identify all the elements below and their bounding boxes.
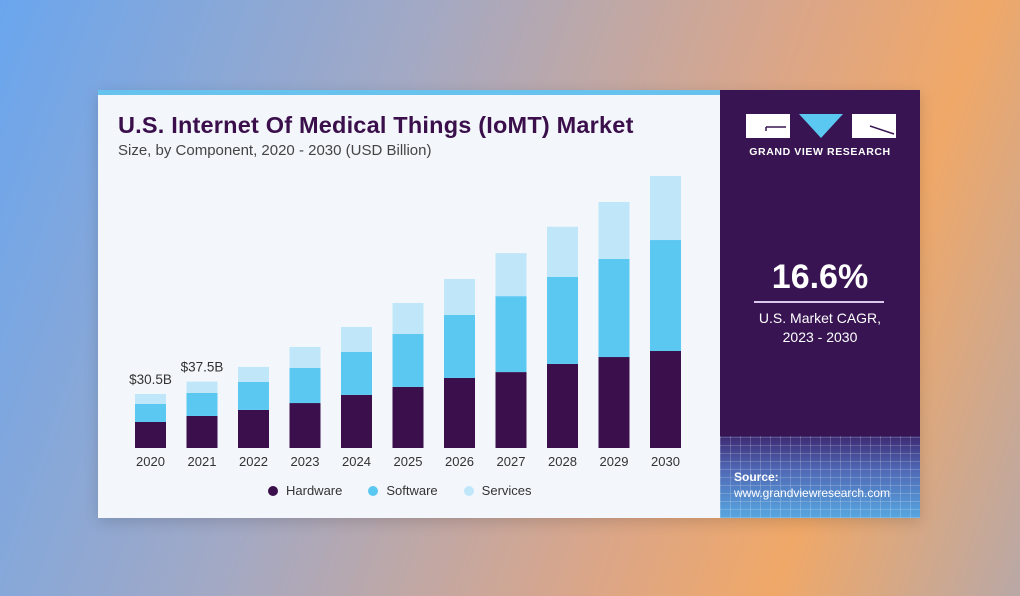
bar-software-2024 (341, 351, 372, 395)
bar-hardware-2027 (495, 372, 527, 448)
infographic-card: U.S. Internet Of Medical Things (IoMT) M… (98, 90, 920, 518)
x-tick-label: 2024 (342, 454, 371, 469)
x-tick-label: 2030 (651, 454, 680, 469)
data-label: $37.5B (181, 360, 224, 375)
legend: Hardware Software Services (268, 483, 532, 498)
bars-group (135, 175, 681, 448)
cagr-label-line2: 2023 - 2030 (782, 329, 858, 345)
bar-software-2026 (444, 314, 475, 378)
annotations: $30.5B $37.5B (129, 360, 223, 387)
bar-software-2025 (392, 334, 424, 387)
cagr-value: 16.6% (771, 258, 869, 296)
bar-software-2022 (238, 381, 269, 410)
bar-services-2023 (289, 346, 321, 368)
bar-software-2030 (650, 240, 681, 352)
source-band (720, 436, 920, 518)
bar-hardware-2021 (186, 415, 218, 448)
x-tick-label: 2020 (136, 454, 165, 469)
x-tick-label: 2022 (239, 454, 268, 469)
bar-hardware-2020 (135, 421, 166, 448)
data-label: $30.5B (129, 372, 172, 387)
legend-label: Services (481, 483, 532, 498)
chart-title: U.S. Internet Of Medical Things (IoMT) M… (118, 112, 634, 138)
bar-software-2029 (598, 258, 630, 358)
source-link[interactable]: www.grandviewresearch.com (734, 486, 891, 500)
x-tick-label: 2029 (600, 454, 629, 469)
services-dot-icon (463, 485, 474, 496)
bar-services-2029 (598, 201, 630, 259)
bar-services-2027 (495, 253, 527, 297)
cagr-label-line1: U.S. Market CAGR, (758, 310, 882, 326)
accent-bar (98, 90, 720, 95)
x-tick-label: 2028 (548, 454, 577, 469)
bar-chart: 2020 2021 2022 2023 2024 2025 2026 2027 2028 2029… (129, 175, 681, 469)
x-tick-label: 2023 (291, 454, 320, 469)
bar-hardware-2026 (444, 377, 475, 448)
bar-services-2021 (186, 381, 218, 393)
legend-software: Software (368, 483, 438, 498)
bar-hardware-2025 (392, 386, 424, 448)
bar-services-2024 (341, 326, 372, 352)
bar-hardware-2028 (547, 363, 578, 448)
bar-services-2025 (392, 303, 424, 335)
bar-hardware-2029 (598, 357, 630, 448)
bar-hardware-2023 (289, 403, 321, 448)
bar-services-2022 (238, 366, 269, 382)
legend-hardware: Hardware (268, 483, 342, 498)
x-tick-label: 2021 (188, 454, 217, 469)
bar-software-2023 (289, 368, 321, 404)
hardware-dot-icon (268, 485, 278, 496)
x-tick-label: 2027 (497, 454, 526, 469)
cagr-label: U.S. Market CAGR, 2023 - 2030 (720, 309, 920, 347)
source-label: Source: (734, 470, 779, 484)
bar-software-2020 (135, 403, 166, 422)
side-panel: GRAND VIEW RESEARCH 16.6% U.S. Market CA… (720, 90, 920, 518)
bar-services-2030 (650, 175, 681, 241)
brand-name: GRAND VIEW RESEARCH (749, 146, 891, 158)
legend-label: Software (386, 483, 438, 498)
chart-subtitle: Size, by Component, 2020 - 2030 (USD Bil… (118, 142, 432, 159)
bar-software-2027 (495, 296, 527, 373)
divider (754, 301, 884, 303)
bar-hardware-2022 (238, 409, 269, 448)
x-tick-label: 2026 (445, 454, 474, 469)
bar-software-2028 (547, 276, 578, 364)
legend-label: Hardware (286, 483, 343, 498)
bar-hardware-2024 (341, 394, 372, 448)
bar-services-2026 (444, 278, 475, 315)
legend-services: Services (463, 483, 532, 498)
bar-services-2020 (135, 394, 166, 404)
software-dot-icon (368, 485, 379, 496)
bar-software-2021 (186, 392, 218, 416)
x-tick-label: 2025 (394, 454, 423, 469)
grid-pattern (720, 436, 920, 518)
x-axis-labels: 2020 2021 2022 2023 2024 2025 2026 2027 2028 2029… (136, 454, 680, 469)
bar-services-2028 (547, 226, 578, 277)
bar-hardware-2030 (650, 351, 681, 448)
grand-view-research-logo-icon (746, 114, 896, 138)
